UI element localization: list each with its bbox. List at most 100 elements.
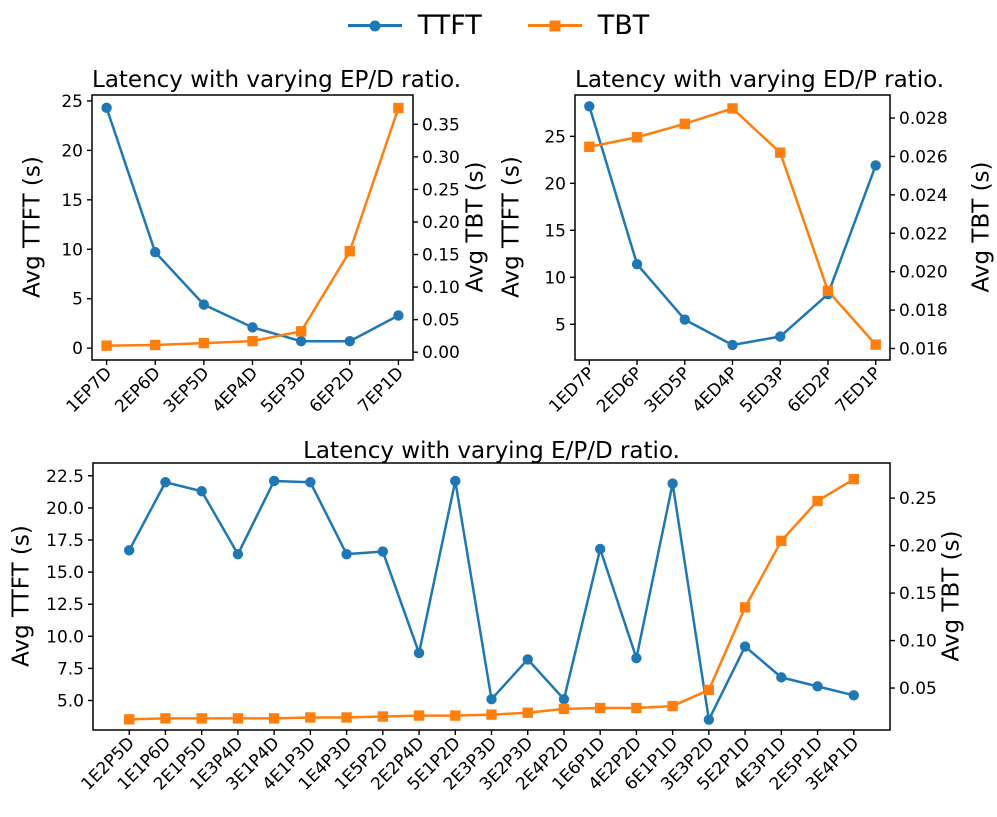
edp-right-tick-label: 0.026	[899, 147, 948, 167]
epd-left-tick-label: 25	[61, 92, 83, 112]
edp-tbt-line	[589, 107, 877, 346]
e-p-d-ttft-point	[450, 475, 461, 487]
e-p-d-ttft-point	[558, 693, 570, 705]
e-p-d-tbt-point	[450, 710, 461, 721]
epd-plot-border	[91, 94, 414, 361]
e-p-d-right-tick-label: 0.10	[899, 632, 937, 652]
e-p-d-tbt-point	[377, 711, 389, 722]
edp-ttft-point	[775, 331, 786, 342]
epd-x-tick-label: 3EP5D	[160, 363, 214, 417]
epd-ttft-point	[150, 247, 161, 258]
e-p-d-tbt-line	[129, 478, 855, 721]
e-p-d-ttft-point	[594, 543, 606, 555]
e-p-d-ttft-point	[377, 546, 389, 557]
edp-ttft-point	[679, 314, 690, 325]
e-p-d-right-tick-label: 0.20	[899, 537, 937, 557]
tbt-line-icon	[527, 20, 582, 31]
edp-left-tick-label: 20	[544, 174, 566, 194]
legend-label-tbt: TBT	[597, 10, 650, 41]
e-p-d-tbt-point	[160, 713, 171, 724]
e-p-d-ttft-point	[413, 647, 425, 659]
e-p-d-ttft-point	[486, 693, 497, 705]
epd-right-tick-label: 0.20	[422, 213, 460, 233]
ttft-circle-marker-icon	[369, 20, 381, 31]
edp-right-tick-label: 0.016	[899, 339, 948, 359]
e-p-d-ttft-point	[341, 548, 352, 560]
e-p-d-tbt-point	[305, 712, 316, 723]
epd-right-tick-label: 0.10	[422, 278, 460, 298]
epd-tbt-point	[198, 337, 210, 349]
epd-left-tick-label: 10	[61, 240, 83, 260]
e-p-d-tbt-point	[196, 713, 207, 724]
legend-item-ttft: TTFT	[347, 12, 482, 39]
edp-left-tick-label: 5	[555, 315, 566, 335]
e-p-d-left-tick-label: 17.5	[46, 531, 84, 551]
edp-x-tick-label: 4ED4P	[688, 363, 742, 417]
chart-title-e-p-d: Latency with varying E/P/D ratio.	[303, 438, 680, 464]
edp-right-tick-label: 0.020	[899, 263, 948, 283]
epd-x-tick-label: 5EP3D	[257, 363, 311, 417]
legend: TTFT TBT	[0, 12, 997, 39]
ttft-line-icon	[347, 20, 402, 31]
epd-tbt-point	[101, 340, 112, 351]
epd-tbt-point	[344, 246, 355, 257]
edp-left-tick-label: 25	[544, 127, 566, 147]
e-p-d-left-tick-label: 20.0	[46, 499, 84, 519]
edp-left-tick-label: 10	[544, 268, 566, 288]
epd-tbt-line	[106, 107, 400, 347]
edp-right-tick-label: 0.022	[899, 224, 948, 244]
e-p-d-chart: 5.0 7.5 10.0 12.5 15.0 17.5 20.0 22.5 0.05 0.10 0.…	[46, 462, 937, 795]
e-p-d-tbt-point	[232, 713, 244, 724]
epd-ttft-point	[101, 102, 112, 114]
epd-left-tick-label: 15	[61, 191, 83, 211]
e-p-d-tbt-point	[812, 495, 823, 507]
epd-tbt-point	[295, 326, 307, 337]
edp-x-tick-label: 3ED5P	[641, 363, 695, 417]
legend-item-tbt: TBT	[527, 10, 650, 41]
edp-tbt-point	[584, 141, 595, 153]
chart-title-edp: Latency with varying ED/P ratio.	[575, 67, 945, 93]
e-p-d-tbt-point	[522, 707, 533, 718]
e-p-d-ttft-point	[268, 475, 280, 487]
edp-x-tick-label: 1ED7P	[545, 363, 599, 417]
epd-right-tick-label: 0.30	[422, 148, 460, 168]
e-p-d-right-tick-label: 0.15	[899, 584, 937, 604]
edp-plot-border	[574, 94, 891, 361]
epd-x-tick-label: 7EP1D	[354, 363, 408, 417]
epd-left-tick-label: 20	[61, 141, 83, 161]
epd-ttft-point	[344, 336, 355, 347]
e-p-d-tbt-point	[486, 709, 497, 720]
epd-x-tick-label: 6EP2D	[306, 363, 360, 417]
e-p-d-left-tick-label: 5.0	[57, 691, 84, 711]
e-p-d-ttft-line	[128, 479, 855, 721]
e-p-d-tbt-point	[268, 713, 280, 724]
e-p-d-left-tick-label: 15.0	[46, 563, 84, 583]
edp-x-tick-label: 6ED2P	[784, 363, 838, 417]
epd-ttft-point	[198, 299, 210, 310]
e-p-d-ttft-point	[522, 654, 533, 665]
chart-title-epd: Latency with varying EP/D ratio.	[92, 67, 462, 93]
e-p-d-ttft-point	[631, 652, 642, 664]
epd-right-tick-label: 0.35	[422, 115, 460, 135]
epd-x-tick-label: 2EP6D	[111, 363, 165, 417]
edp-left-tick-label: 15	[544, 221, 566, 241]
e-p-d-left-tick-label: 12.5	[46, 595, 84, 615]
e-p-d-ttft-point	[305, 477, 316, 488]
epd-tbt-point	[150, 339, 161, 351]
edp-x-tick-label: 7ED1P	[832, 363, 886, 417]
e-p-d-right-tick-label: 0.05	[899, 679, 937, 699]
e-p-d-tbt-point	[848, 473, 859, 485]
edp-right-tick-label: 0.018	[899, 301, 948, 321]
edp-ttft-point	[584, 101, 595, 112]
epd-right-tick-label: 0.15	[422, 246, 460, 266]
epd-ttft-point	[247, 322, 258, 333]
epd-tbt-point	[247, 335, 258, 347]
e-p-d-tbt-point	[631, 702, 642, 714]
e-p-d-ttft-point	[160, 477, 171, 488]
edp-ttft-point	[631, 258, 643, 270]
epd-left-tick-label: 5	[72, 290, 83, 310]
edp-tbt-point	[870, 339, 881, 350]
epd-right-tick-label: 0.05	[422, 311, 460, 331]
